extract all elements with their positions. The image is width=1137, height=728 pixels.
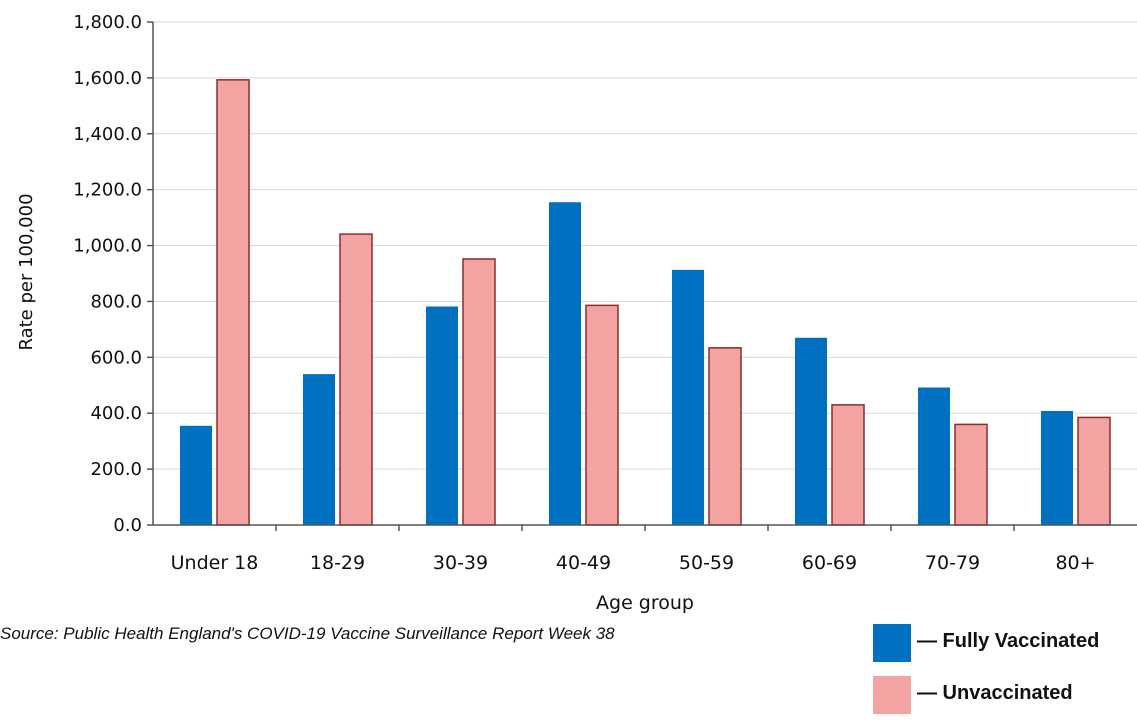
x-tick-label: 18-29: [310, 552, 365, 574]
bar-unvaccinated: [339, 233, 373, 526]
y-tick-label: 0.0: [113, 515, 142, 536]
y-tick-label: 1,000.0: [73, 236, 142, 257]
legend-swatch-unvaccinated: [873, 676, 911, 714]
legend-swatch-fully-vaccinated: [873, 624, 911, 662]
bar-fully-vaccinated: [918, 387, 950, 525]
bar-fully-vaccinated: [180, 425, 212, 525]
bar-unvaccinated: [462, 258, 496, 526]
bar-fully-vaccinated: [549, 202, 581, 525]
bar-fully-vaccinated: [795, 337, 827, 525]
bar-unvaccinated: [954, 423, 988, 526]
legend-item-fully-vaccinated: — Fully Vaccinated: [873, 624, 1135, 664]
chart: 0.0 200.0 400.0 600.0 800.0 1,000.0 1,200.0 1,4…: [0, 12, 1137, 714]
y-tick-label: 200.0: [90, 459, 142, 480]
bar-fully-vaccinated: [672, 269, 704, 525]
bars: [180, 79, 1111, 526]
y-tick-label: 1,800.0: [73, 12, 142, 33]
bar-unvaccinated: [831, 404, 865, 526]
y-tick-label: 1,200.0: [73, 180, 142, 201]
bar-fully-vaccinated: [1041, 410, 1073, 525]
x-tick-label: 40-49: [556, 552, 611, 574]
y-tick-label: 400.0: [90, 403, 142, 424]
y-axis-title: Rate per 100,000: [16, 193, 37, 350]
x-axis-title: Age group: [596, 592, 694, 614]
source-note: Source: Public Health England's COVID-19…: [0, 624, 615, 643]
x-tick-label: 70-79: [925, 552, 980, 574]
bar-unvaccinated: [708, 347, 742, 526]
y-tick-label: 1,400.0: [73, 124, 142, 145]
x-tick-label: 60-69: [802, 552, 857, 574]
x-tick-label: 80+: [1055, 552, 1095, 574]
y-tick-label: 600.0: [90, 347, 142, 368]
axes: [147, 21, 1137, 531]
gridlines: [153, 21, 1137, 470]
x-tick-label: Under 18: [171, 552, 259, 574]
bar-unvaccinated: [585, 304, 619, 526]
x-tick-label: 30-39: [433, 552, 488, 574]
legend-label-fully-vaccinated: — Fully Vaccinated: [917, 630, 1100, 652]
x-tick-labels: Under 18 18-29 30-39 40-49 50-59 60-69 70-79 80…: [171, 552, 1096, 574]
legend-item-unvaccinated: — Unvaccinated: [873, 676, 1135, 716]
bar-unvaccinated: [1077, 416, 1111, 526]
x-tick-label: 50-59: [679, 552, 734, 574]
bar-chart: 0.0 200.0 400.0 600.0 800.0 1,000.0 1,200.0 1,4…: [16, 12, 1137, 614]
bar-fully-vaccinated: [303, 374, 335, 525]
y-tick-label: 800.0: [90, 291, 142, 312]
bar-fully-vaccinated: [426, 306, 458, 525]
y-tick-labels: 0.0 200.0 400.0 600.0 800.0 1,000.0 1,200.0 1,4…: [73, 12, 142, 536]
y-tick-label: 1,600.0: [73, 68, 142, 89]
legend-label-unvaccinated: — Unvaccinated: [917, 682, 1073, 704]
legend: — Fully Vaccinated — Unvaccinated: [873, 624, 1135, 728]
bar-unvaccinated: [216, 79, 250, 526]
